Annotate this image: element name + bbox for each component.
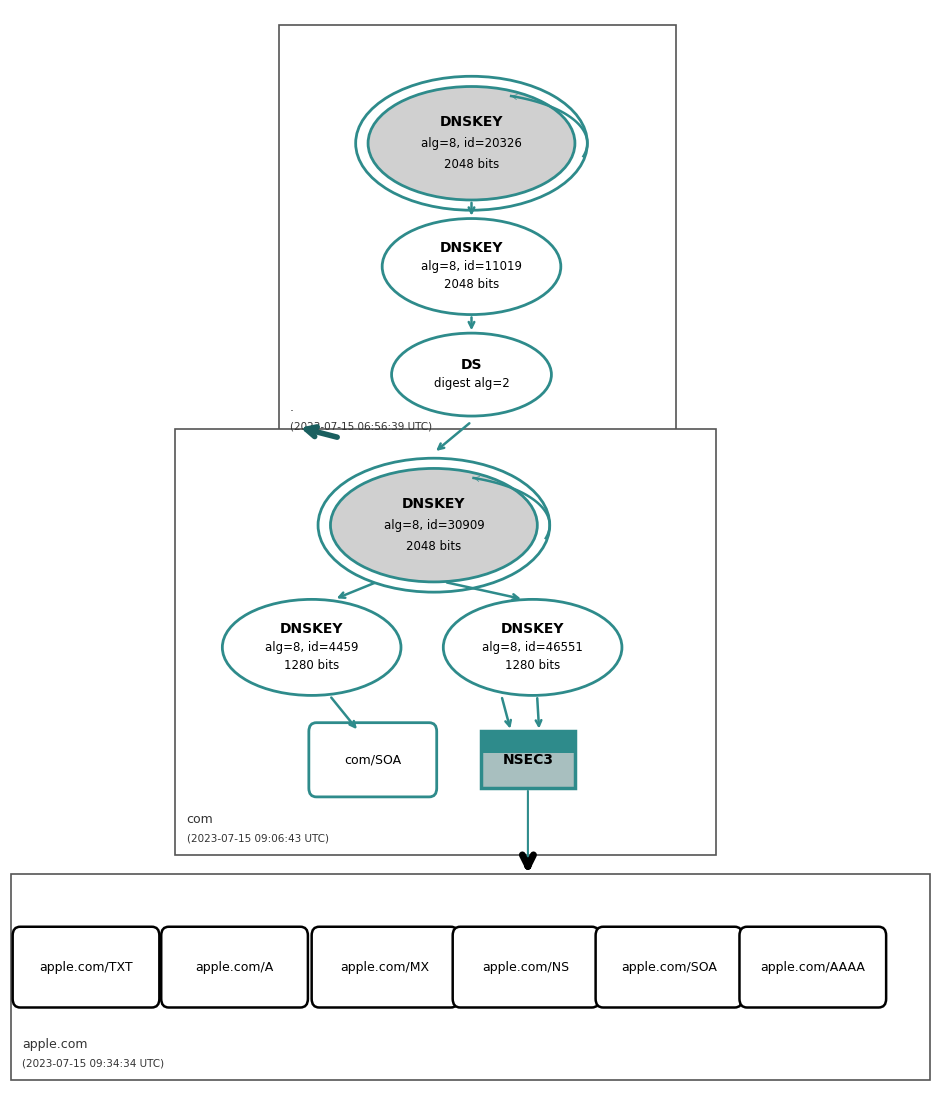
- Ellipse shape: [382, 219, 561, 315]
- Text: apple.com/NS: apple.com/NS: [483, 961, 570, 974]
- Text: 2048 bits: 2048 bits: [406, 540, 461, 554]
- Text: alg=8, id=4459: alg=8, id=4459: [265, 641, 358, 654]
- FancyBboxPatch shape: [596, 927, 742, 1008]
- Text: com/SOA: com/SOA: [344, 754, 402, 766]
- Ellipse shape: [223, 600, 401, 696]
- FancyBboxPatch shape: [453, 927, 600, 1008]
- Text: DS: DS: [461, 359, 482, 372]
- Text: alg=8, id=46551: alg=8, id=46551: [482, 641, 583, 654]
- Text: 2048 bits: 2048 bits: [444, 278, 499, 291]
- Text: apple.com: apple.com: [22, 1038, 88, 1051]
- Text: (2023-07-15 09:06:43 UTC): (2023-07-15 09:06:43 UTC): [187, 834, 328, 843]
- Text: alg=8, id=11019: alg=8, id=11019: [421, 260, 522, 274]
- Text: 2048 bits: 2048 bits: [444, 159, 499, 172]
- Text: (2023-07-15 09:34:34 UTC): (2023-07-15 09:34:34 UTC): [22, 1059, 164, 1069]
- FancyBboxPatch shape: [481, 732, 575, 788]
- Text: digest alg=2: digest alg=2: [434, 377, 509, 391]
- Text: DNSKEY: DNSKEY: [439, 115, 504, 129]
- Ellipse shape: [330, 468, 538, 582]
- Text: alg=8, id=30909: alg=8, id=30909: [384, 519, 485, 532]
- FancyBboxPatch shape: [12, 927, 159, 1008]
- Text: DNSKEY: DNSKEY: [501, 622, 564, 636]
- FancyBboxPatch shape: [739, 927, 886, 1008]
- FancyBboxPatch shape: [279, 25, 676, 442]
- FancyBboxPatch shape: [10, 874, 931, 1080]
- Text: 1280 bits: 1280 bits: [284, 660, 339, 672]
- FancyBboxPatch shape: [309, 723, 437, 796]
- Text: alg=8, id=20326: alg=8, id=20326: [422, 137, 521, 150]
- Text: (2023-07-15 06:56:39 UTC): (2023-07-15 06:56:39 UTC): [290, 421, 432, 431]
- FancyBboxPatch shape: [481, 732, 575, 753]
- Ellipse shape: [368, 86, 575, 200]
- Text: apple.com/SOA: apple.com/SOA: [621, 961, 717, 974]
- Text: com: com: [187, 813, 213, 826]
- Text: DNSKEY: DNSKEY: [439, 242, 504, 255]
- Ellipse shape: [391, 333, 552, 416]
- Text: DNSKEY: DNSKEY: [402, 497, 466, 511]
- Ellipse shape: [443, 600, 622, 696]
- FancyBboxPatch shape: [161, 927, 308, 1008]
- Text: apple.com/A: apple.com/A: [195, 961, 273, 974]
- Text: apple.com/MX: apple.com/MX: [340, 961, 430, 974]
- Text: apple.com/TXT: apple.com/TXT: [40, 961, 133, 974]
- Text: 1280 bits: 1280 bits: [505, 660, 560, 672]
- Text: .: .: [290, 400, 294, 414]
- Text: apple.com/AAAA: apple.com/AAAA: [760, 961, 866, 974]
- Text: DNSKEY: DNSKEY: [280, 622, 343, 636]
- Text: NSEC3: NSEC3: [503, 753, 554, 767]
- FancyBboxPatch shape: [312, 927, 458, 1008]
- FancyBboxPatch shape: [175, 429, 716, 854]
